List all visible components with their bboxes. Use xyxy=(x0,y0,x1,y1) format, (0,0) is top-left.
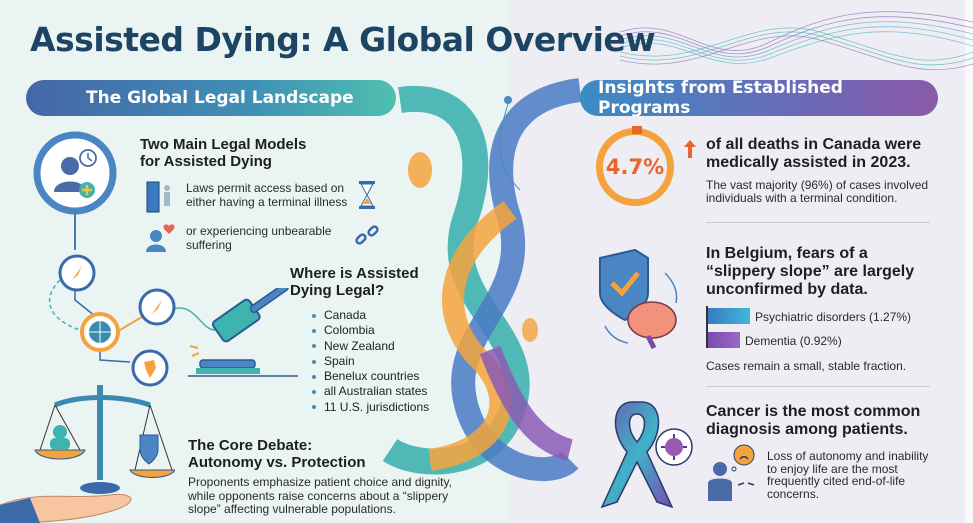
canada-body: The vast majority (96%) of cases involve… xyxy=(706,178,929,205)
divider xyxy=(706,386,930,387)
divider xyxy=(706,222,930,223)
page-title: Assisted Dying: A Global Overview xyxy=(30,20,656,59)
canada-stat-value: 4.7% xyxy=(605,155,665,179)
legal-models-heading: Two Main Legal Models for Assisted Dying xyxy=(140,136,307,171)
door-exit-icon xyxy=(146,181,170,213)
section-header-label: Insights from Established Programs xyxy=(598,78,843,118)
globe-compass-network-icon xyxy=(49,254,216,387)
cancer-ribbon-virus-icon xyxy=(600,401,693,509)
intertwined-ribbon-decoration xyxy=(382,78,582,482)
belgium-heading: In Belgium, fears of a “slippery slope” … xyxy=(706,245,915,298)
list-item: Canada xyxy=(312,308,429,323)
wave-lines-decoration xyxy=(620,11,973,71)
bar-label-dementia: Dementia (0.92%) xyxy=(745,334,842,348)
bar-label-psychiatric: Psychiatric disorders (1.27%) xyxy=(755,310,912,324)
where-legal-heading: Where is Assisted Dying Legal? xyxy=(290,265,419,300)
bullet-icon xyxy=(312,405,316,410)
bar-psychiatric xyxy=(708,308,750,324)
list-item: Colombia xyxy=(312,323,429,338)
canada-heading: of all deaths in Canada were medically a… xyxy=(706,136,922,172)
list-item: Spain xyxy=(312,354,429,369)
scales-of-justice-hand-icon xyxy=(0,385,175,523)
bullet-icon xyxy=(312,359,316,364)
list-item: Benelux countries xyxy=(312,369,429,384)
bullet-icon xyxy=(312,313,316,318)
legal-jurisdictions-list: Canada Colombia New Zealand Spain Benelu… xyxy=(312,308,429,415)
list-item: 11 U.S. jurisdictions xyxy=(312,400,429,415)
list-item: all Australian states xyxy=(312,384,429,399)
bar-dementia xyxy=(708,332,740,348)
legal-model-terminal-illness: Laws permit access based on either havin… xyxy=(186,181,348,210)
cancer-body: Loss of autonomy and inability to enjoy … xyxy=(767,449,929,501)
right-edge xyxy=(965,0,973,523)
canada-stat-ring: 4.7% xyxy=(596,128,674,206)
sad-person-icon xyxy=(708,444,755,501)
gavel-icon xyxy=(188,288,298,377)
up-arrow-icon xyxy=(684,140,696,158)
core-debate-body: Proponents emphasize patient choice and … xyxy=(188,475,452,516)
bullet-icon xyxy=(312,344,316,349)
timeline-connector xyxy=(74,210,76,250)
bullet-icon xyxy=(312,374,316,379)
bullet-icon xyxy=(312,390,316,395)
cancer-heading: Cancer is the most common diagnosis amon… xyxy=(706,403,921,439)
legal-model-unbearable-suffering: or experiencing unbearable suffering xyxy=(186,224,332,253)
bar-chart-axis xyxy=(706,306,708,348)
list-item: New Zealand xyxy=(312,339,429,354)
section-header-insights: Insights from Established Programs xyxy=(580,78,938,118)
bullet-icon xyxy=(312,328,316,333)
section-header-legal-landscape: The Global Legal Landscape xyxy=(26,80,396,116)
section-header-label: The Global Legal Landscape xyxy=(86,88,354,108)
ring-highlight-segment xyxy=(632,126,642,134)
shield-check-brain-icon xyxy=(599,248,678,350)
core-debate-heading: The Core Debate: Autonomy vs. Protection xyxy=(188,437,366,472)
hourglass-icon xyxy=(359,181,375,209)
broken-chain-icon xyxy=(355,225,379,245)
belgium-footnote: Cases remain a small, stable fraction. xyxy=(706,359,907,373)
suffering-person-broken-heart-icon xyxy=(146,224,175,252)
person-clock-plus-icon xyxy=(33,131,117,215)
